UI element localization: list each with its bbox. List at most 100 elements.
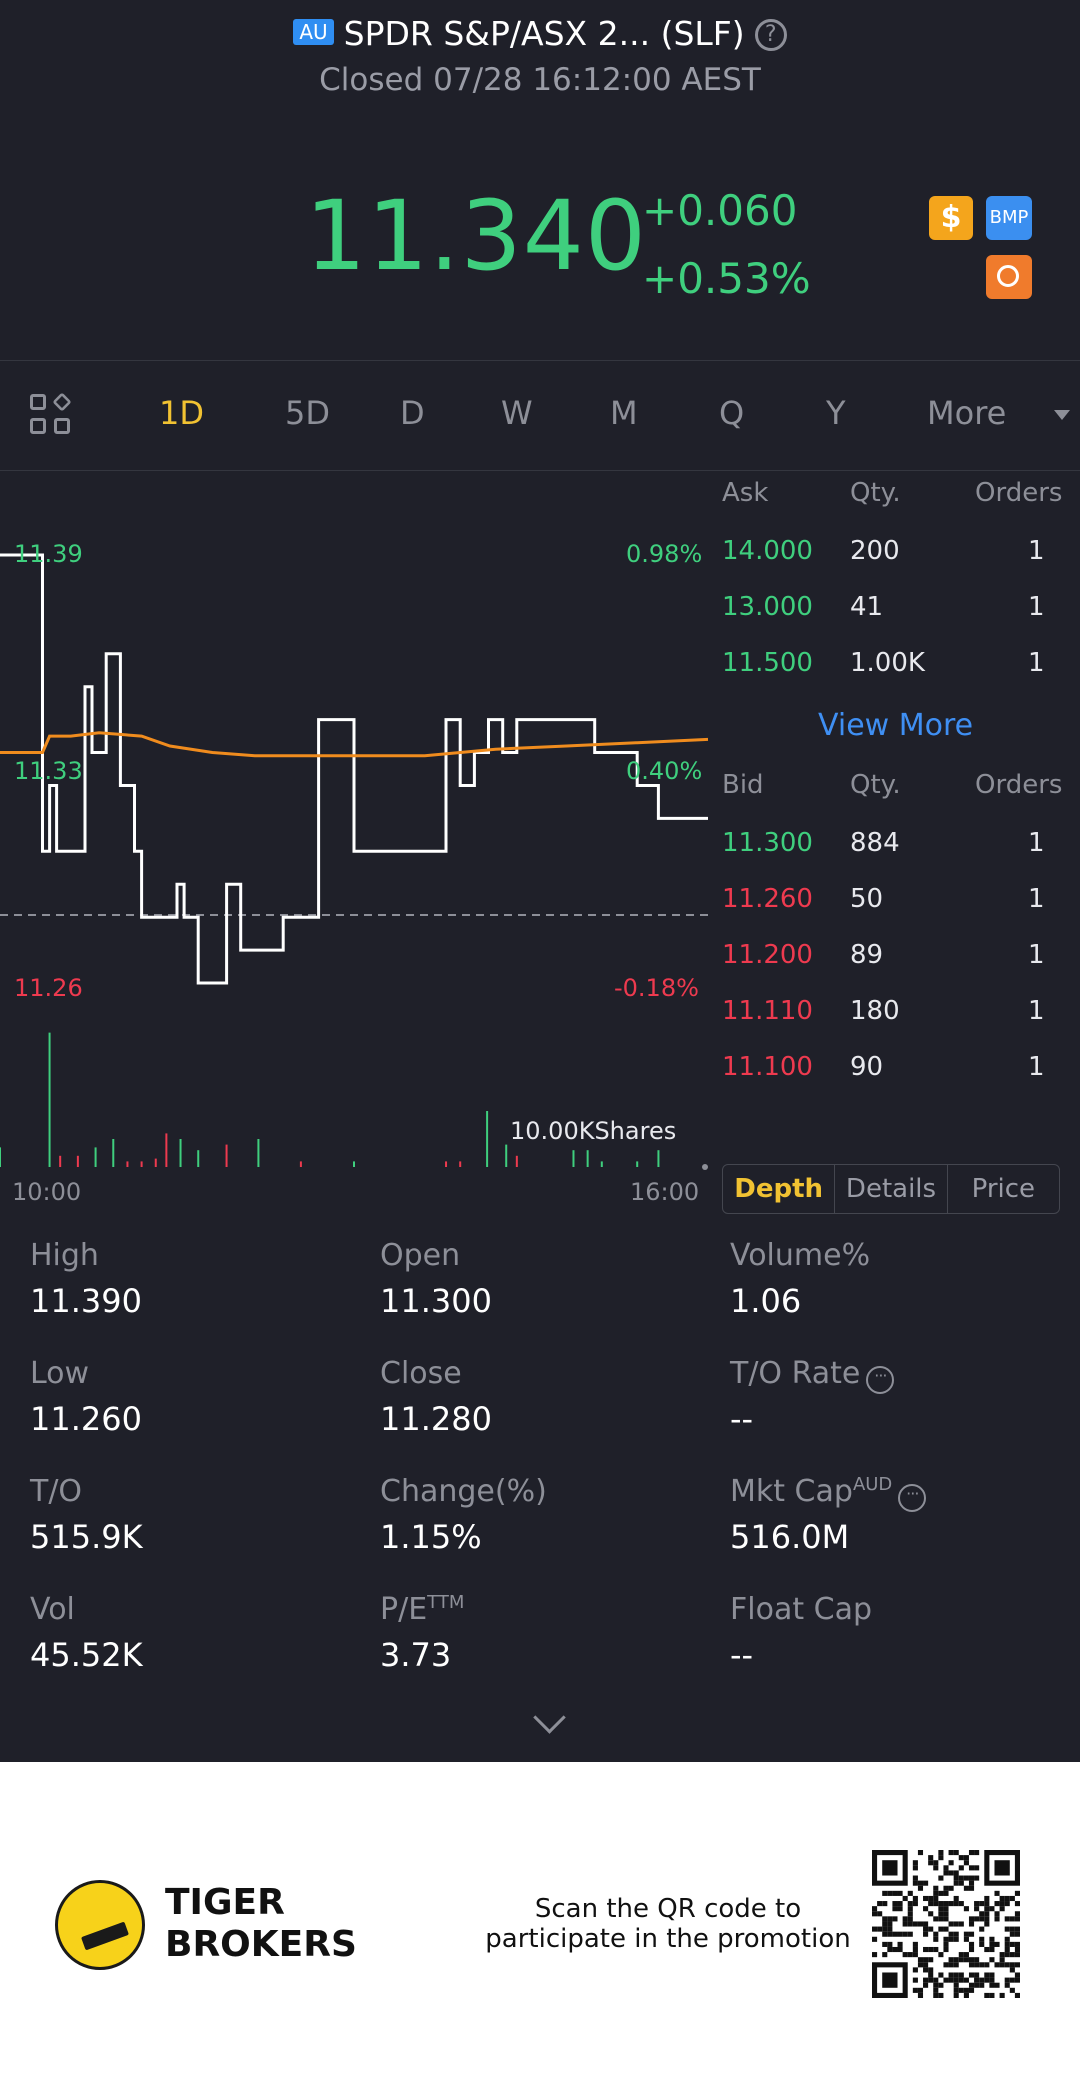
qr-module bbox=[1009, 1987, 1015, 1993]
qr-module bbox=[938, 1850, 944, 1856]
tab-quarter[interactable]: Q bbox=[719, 394, 745, 432]
more-info-icon[interactable]: ··· bbox=[866, 1366, 895, 1394]
pct-axis-top: 0.98% bbox=[626, 540, 703, 568]
qr-module bbox=[933, 1936, 939, 1942]
qr-module bbox=[953, 1977, 959, 1983]
qr-module bbox=[872, 1936, 878, 1942]
qr-module bbox=[928, 1855, 934, 1861]
tab-month[interactable]: M bbox=[610, 394, 638, 432]
qr-module bbox=[1014, 1926, 1020, 1932]
qr-module bbox=[882, 1952, 888, 1958]
qr-module bbox=[872, 1926, 878, 1932]
qr-module bbox=[974, 1916, 980, 1922]
qr-module bbox=[963, 1977, 969, 1983]
price-change: +0.060 bbox=[642, 186, 798, 235]
qr-module bbox=[953, 1982, 959, 1988]
qr-module bbox=[984, 1992, 990, 1998]
qr-module bbox=[938, 1855, 944, 1861]
intraday-chart[interactable] bbox=[0, 470, 712, 1170]
bid-price: 11.110 bbox=[722, 996, 813, 1026]
qr-module bbox=[938, 1916, 944, 1922]
qr-module bbox=[984, 1901, 990, 1907]
qr-module bbox=[943, 1936, 949, 1942]
ask-orders: 1 bbox=[1028, 648, 1045, 678]
qr-module bbox=[999, 1957, 1005, 1963]
question-circle-icon[interactable]: ? bbox=[754, 19, 787, 51]
qr-module bbox=[872, 1952, 878, 1958]
more-info-icon[interactable]: ··· bbox=[898, 1484, 927, 1512]
qr-module bbox=[923, 1895, 929, 1902]
chevron-down-icon[interactable] bbox=[533, 1701, 566, 1734]
qr-module bbox=[974, 1977, 980, 1983]
tab-more[interactable]: More bbox=[927, 394, 1007, 432]
qr-module bbox=[877, 1926, 883, 1932]
qr-module bbox=[974, 1962, 980, 1968]
qr-module bbox=[994, 1911, 1000, 1917]
qr-module bbox=[1009, 1926, 1015, 1932]
qr-module bbox=[1014, 1992, 1020, 1998]
qr-module bbox=[943, 1870, 949, 1876]
tab-week[interactable]: W bbox=[501, 394, 533, 432]
qr-module bbox=[1009, 1977, 1015, 1983]
segment-details[interactable]: Details bbox=[835, 1165, 948, 1213]
qr-module bbox=[1009, 1931, 1015, 1937]
qr-module bbox=[897, 1941, 903, 1947]
qr-module bbox=[943, 1901, 949, 1907]
qr-module bbox=[933, 1977, 939, 1983]
stat-label-close: Close bbox=[380, 1356, 462, 1391]
qr-module bbox=[974, 1875, 980, 1881]
period-tabs: 1D 5D D W M Q Y More bbox=[0, 372, 1080, 462]
qr-module bbox=[943, 1865, 949, 1871]
qr-module bbox=[887, 1926, 893, 1932]
qr-module bbox=[999, 1906, 1005, 1912]
qr-module bbox=[1009, 1941, 1015, 1947]
stat-label-low: Low bbox=[30, 1356, 90, 1391]
qr-module bbox=[984, 1962, 990, 1968]
qr-module bbox=[917, 1921, 924, 1927]
tab-5d[interactable]: 5D bbox=[285, 394, 330, 432]
orange-circle-icon[interactable] bbox=[986, 255, 1032, 299]
qr-module bbox=[963, 1957, 969, 1963]
qr-module bbox=[938, 1972, 944, 1978]
qr-module bbox=[974, 1865, 980, 1871]
qr-module bbox=[933, 1982, 939, 1988]
stat-value-low: 11.260 bbox=[30, 1400, 142, 1438]
tab-year[interactable]: Y bbox=[826, 394, 846, 432]
bmp-icon[interactable]: BMP bbox=[986, 196, 1032, 240]
segment-price[interactable]: Price bbox=[971, 1174, 1036, 1204]
tab-1d[interactable]: 1D bbox=[159, 394, 204, 432]
qr-module bbox=[1009, 1962, 1015, 1968]
qr-module bbox=[907, 1906, 913, 1912]
qr-module bbox=[984, 1946, 990, 1953]
segment-depth[interactable]: Depth bbox=[723, 1165, 836, 1213]
qr-module bbox=[1004, 1916, 1010, 1922]
tab-day[interactable]: D bbox=[400, 394, 425, 432]
pct-axis-bottom: -0.18% bbox=[614, 974, 699, 1002]
scan-line: participate in the promotion bbox=[485, 1924, 851, 1954]
qr-module bbox=[999, 1952, 1005, 1958]
qr-module bbox=[928, 1957, 934, 1963]
qr-module bbox=[938, 1992, 944, 1998]
view-more-link[interactable]: View More bbox=[818, 708, 974, 743]
qr-module bbox=[963, 1931, 969, 1937]
qr-module bbox=[917, 1992, 924, 1998]
dollar-icon[interactable]: $ bbox=[929, 196, 973, 240]
qr-module bbox=[953, 1895, 959, 1902]
qr-module bbox=[933, 1901, 939, 1907]
qr-module bbox=[948, 1972, 954, 1978]
currency-superscript: AUD bbox=[852, 1474, 893, 1495]
chevron-down-icon[interactable] bbox=[1054, 410, 1070, 420]
qr-module bbox=[907, 1931, 913, 1937]
qr-module bbox=[912, 1860, 918, 1866]
grid-layout-icon[interactable] bbox=[30, 392, 74, 438]
qr-module bbox=[933, 1895, 939, 1902]
qr-module bbox=[938, 1901, 944, 1907]
qr-module bbox=[963, 1952, 969, 1958]
stat-value-pe: 3.73 bbox=[380, 1636, 452, 1674]
qr-module bbox=[999, 1901, 1005, 1907]
ask-qty: 1.00K bbox=[850, 648, 925, 678]
bid-orders: 1 bbox=[1028, 884, 1045, 914]
stat-label-text: Mkt Cap bbox=[730, 1474, 853, 1509]
qr-module bbox=[917, 1957, 924, 1963]
qr-module bbox=[907, 1890, 913, 1896]
